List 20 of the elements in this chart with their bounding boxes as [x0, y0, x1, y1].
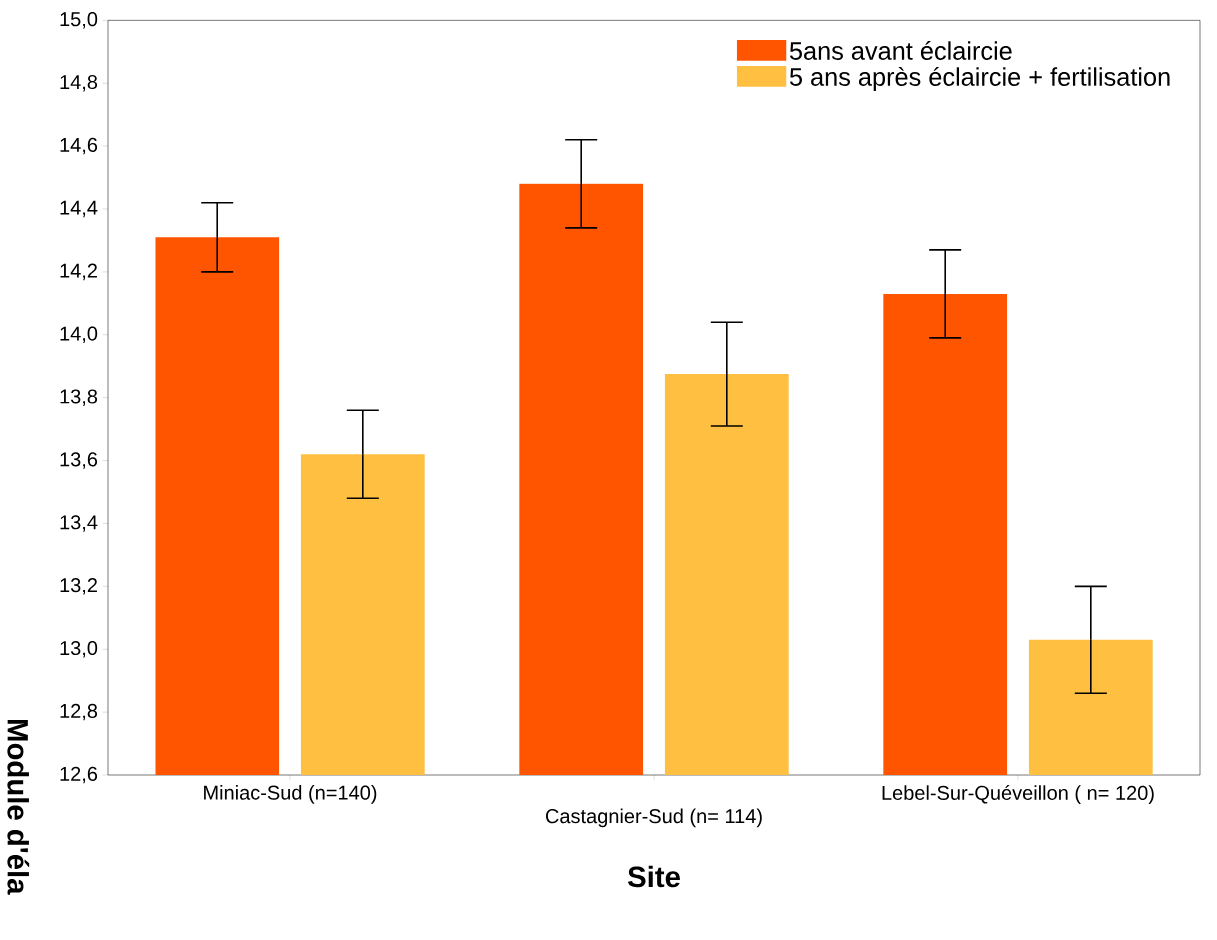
x-tick-label: Castagnier-Sud (n= 114) — [545, 808, 762, 828]
y-tick-label: 14,8 — [60, 74, 98, 92]
y-tick-label: 14,4 — [60, 200, 98, 218]
y-tick-label: 14,6 — [60, 137, 98, 155]
y-tick-label: 14,2 — [60, 263, 97, 281]
legend-label: 5 ans après éclaircie + fertilisation — [789, 67, 1170, 91]
y-tick-label: 13,0 — [60, 640, 98, 658]
y-axis-title: Module d'éla — [7, 720, 30, 895]
y-tick-label: 13,2 — [60, 578, 97, 595]
y-tick-label: 12,6 — [60, 766, 98, 784]
y-tick-label: 13,6 — [60, 452, 98, 469]
y-tick-label: 13,8 — [60, 389, 98, 406]
y-tick-label: 15,0 — [60, 12, 98, 29]
y-tick-label: 13,4 — [60, 515, 98, 532]
y-tick-label: 12,8 — [60, 703, 98, 721]
y-tick-label: 14,0 — [60, 326, 98, 344]
legend-label: 5ans avant éclaircie — [789, 41, 1012, 60]
x-tick-label: Miniac-Sud (n=140) — [204, 785, 377, 804]
x-tick-label: Lebel-Sur-Quéveillon ( n= 120) — [882, 785, 1154, 804]
x-axis-title: Site — [627, 865, 680, 888]
